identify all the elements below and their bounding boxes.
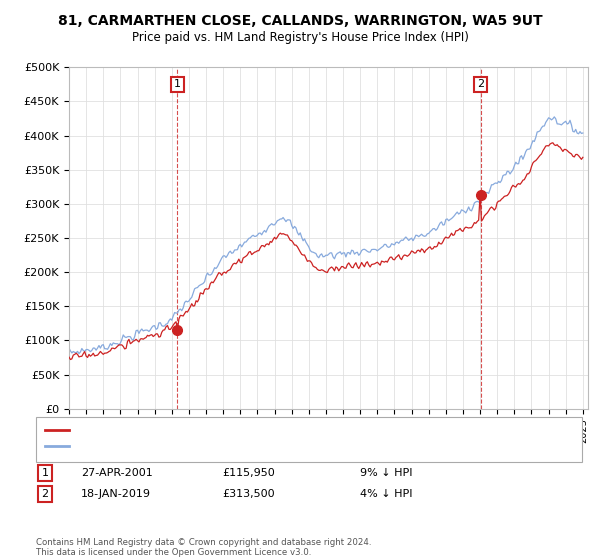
- Text: 9% ↓ HPI: 9% ↓ HPI: [360, 468, 413, 478]
- Text: Contains HM Land Registry data © Crown copyright and database right 2024.
This d: Contains HM Land Registry data © Crown c…: [36, 538, 371, 557]
- Text: 1: 1: [41, 468, 49, 478]
- Text: £313,500: £313,500: [222, 489, 275, 499]
- Text: 2: 2: [477, 80, 484, 89]
- Text: 4% ↓ HPI: 4% ↓ HPI: [360, 489, 413, 499]
- Text: 81, CARMARTHEN CLOSE, CALLANDS, WARRINGTON, WA5 9UT: 81, CARMARTHEN CLOSE, CALLANDS, WARRINGT…: [58, 14, 542, 28]
- Text: £115,950: £115,950: [222, 468, 275, 478]
- Text: 27-APR-2001: 27-APR-2001: [81, 468, 153, 478]
- Text: HPI: Average price, detached house, Warrington: HPI: Average price, detached house, Warr…: [75, 441, 315, 451]
- Text: 81, CARMARTHEN CLOSE, CALLANDS, WARRINGTON, WA5 9UT (detached house): 81, CARMARTHEN CLOSE, CALLANDS, WARRINGT…: [75, 424, 476, 435]
- Text: 18-JAN-2019: 18-JAN-2019: [81, 489, 151, 499]
- Text: Price paid vs. HM Land Registry's House Price Index (HPI): Price paid vs. HM Land Registry's House …: [131, 31, 469, 44]
- Text: 1: 1: [174, 80, 181, 89]
- Text: 2: 2: [41, 489, 49, 499]
